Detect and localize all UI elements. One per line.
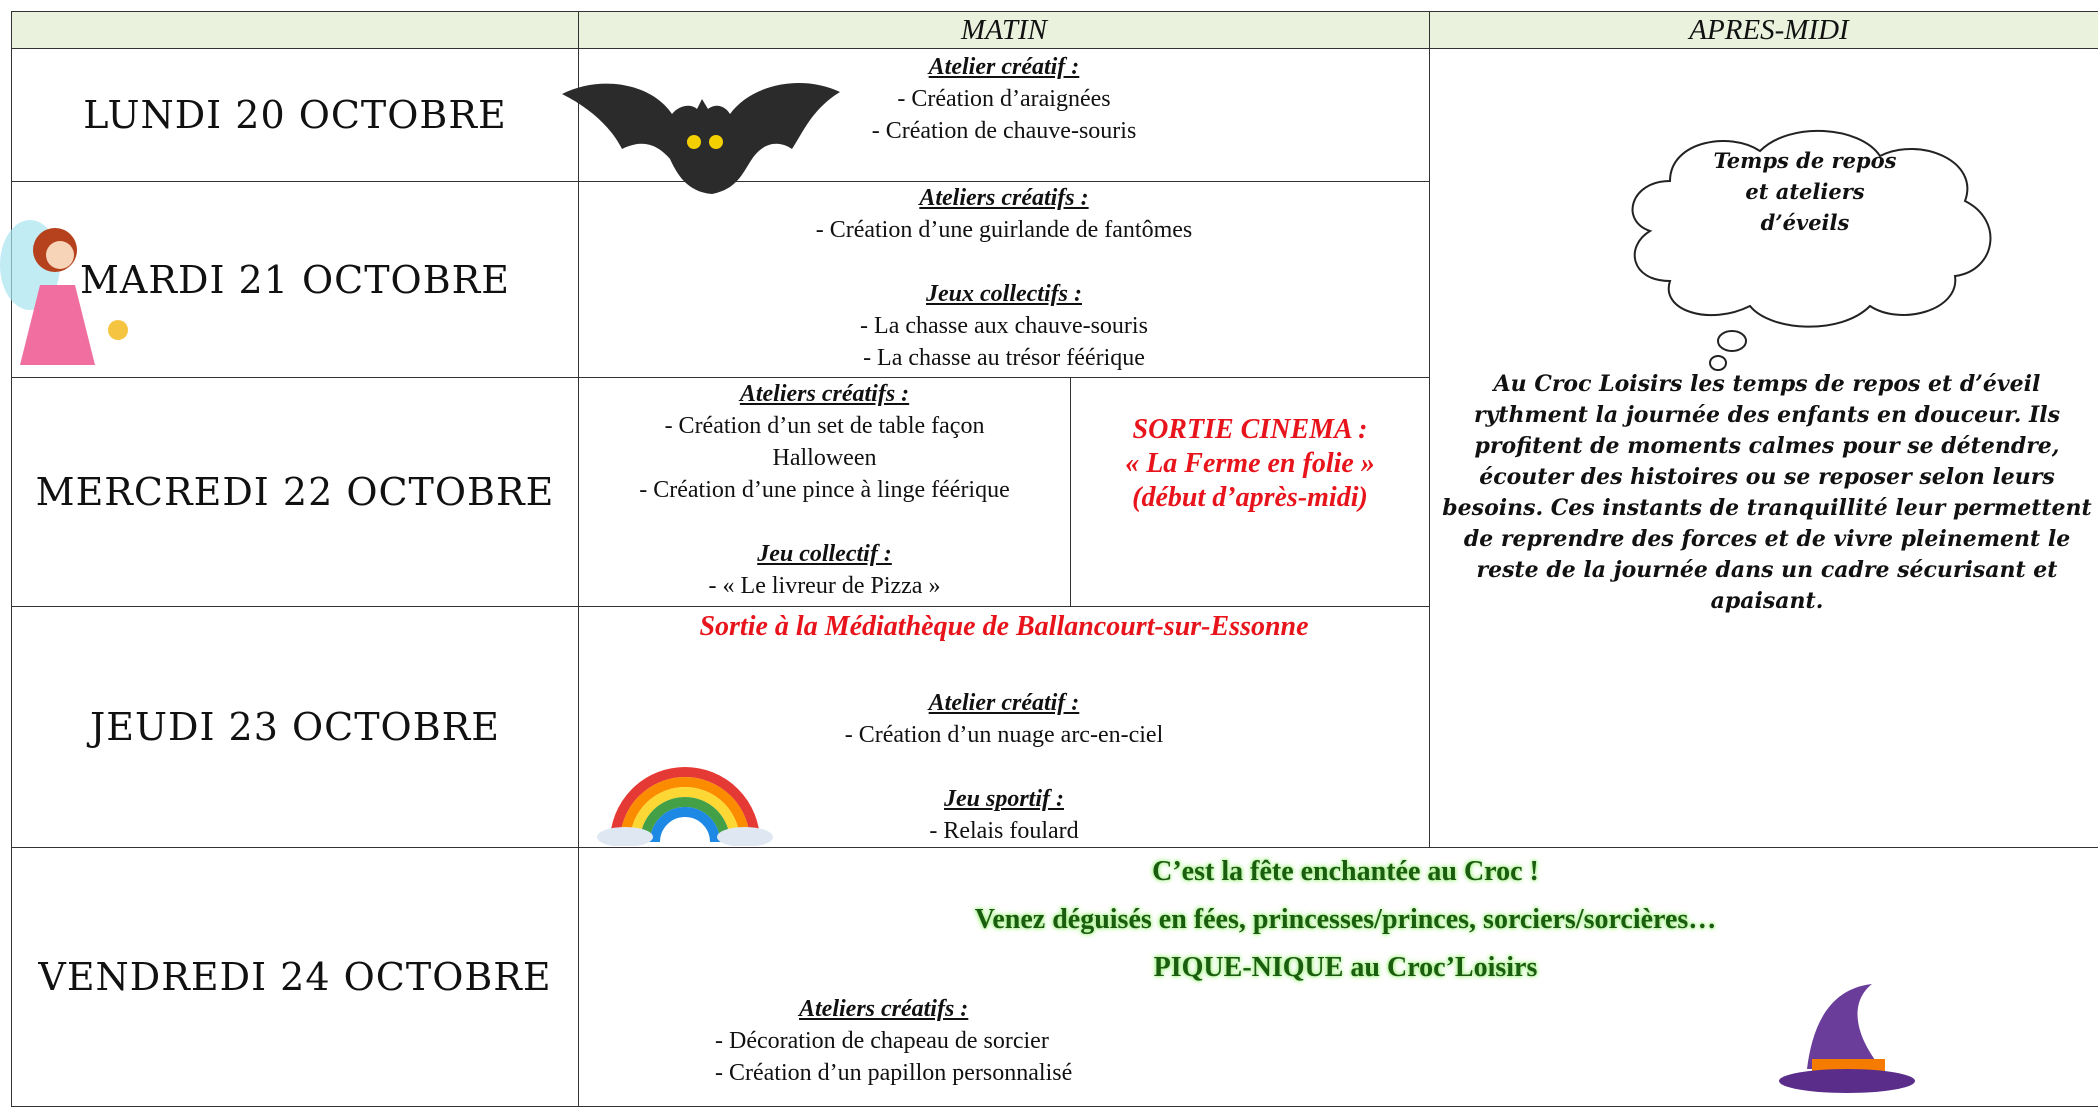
header-blank bbox=[11, 11, 579, 49]
heading: Jeu collectif : bbox=[757, 541, 892, 567]
bat-image bbox=[562, 83, 840, 194]
block: Ateliers créatifs : - Création d’un set d… bbox=[639, 378, 1010, 506]
header-matin: MATIN bbox=[578, 11, 1430, 49]
afternoon-text: Au Croc Loisirs les temps de repos et d’… bbox=[1442, 371, 2092, 614]
banner-line: Venez déguisés en fées, princesses/princ… bbox=[974, 904, 1717, 935]
block: Atelier créatif : - Création d’araignées -… bbox=[872, 51, 1137, 147]
rainbow-image bbox=[597, 767, 773, 846]
item: - Création d’araignées bbox=[897, 86, 1111, 112]
block: Jeu collectif : - « Le livreur de Pizza » bbox=[709, 538, 941, 602]
block: Ateliers créatifs : - Création d’une guir… bbox=[816, 182, 1193, 246]
heading: Ateliers créatifs : bbox=[739, 381, 910, 407]
morning-cell: Ateliers créatifs : - Création d’une guir… bbox=[578, 181, 1430, 378]
heading: Jeux collectifs : bbox=[926, 281, 1082, 307]
block: Jeux collectifs : - La chasse aux chauve-… bbox=[860, 278, 1148, 374]
block: Atelier créatif : - Création d’un nuage a… bbox=[845, 687, 1164, 751]
block: Jeu sportif : - Relais foulard bbox=[929, 783, 1078, 847]
item: Halloween bbox=[772, 445, 877, 471]
outing-line: « La Ferme en folie » bbox=[1125, 448, 1375, 479]
banner-line: PIQUE-NIQUE au Croc’Loisirs bbox=[1153, 952, 1538, 983]
day: MERCREDI 22 OCTOBRE bbox=[11, 377, 579, 607]
day: LUNDI 20 OCTOBRE bbox=[11, 48, 579, 182]
item: - Création d’un papillon personnalisé bbox=[715, 1060, 1073, 1086]
witch-hat-image bbox=[1779, 984, 1915, 1093]
fairy-image bbox=[0, 220, 128, 365]
cloud-line: d’éveils bbox=[1760, 210, 1850, 235]
outing-line: Sortie à la Médiathèque de Ballancourt-s… bbox=[699, 611, 1309, 642]
item: - Création d’un set de table façon bbox=[664, 413, 985, 439]
outing-line: (début d’après-midi) bbox=[1132, 482, 1368, 513]
item: - Décoration de chapeau de sorcier bbox=[715, 1028, 1049, 1054]
heading: Atelier créatif : bbox=[928, 54, 1080, 80]
banner-line: C’est la fête enchantée au Croc ! bbox=[1152, 856, 1539, 887]
item: - Relais foulard bbox=[929, 818, 1079, 844]
cloud-text: Temps de repos et ateliers d’éveils bbox=[1670, 145, 1940, 238]
block: Ateliers créatifs : - Décoration de chape… bbox=[715, 993, 1072, 1089]
outing-line: SORTIE CINEMA : bbox=[1132, 414, 1368, 445]
thought-cloud bbox=[1631, 129, 1992, 371]
morning-cell: Ateliers créatifs : - Création d’un set d… bbox=[578, 377, 1071, 607]
item: - « Le livreur de Pizza » bbox=[708, 573, 941, 599]
item: - Création d’une pince à linge féérique bbox=[639, 477, 1010, 503]
banner: C’est la fête enchantée au Croc ! Venez d… bbox=[579, 848, 2098, 992]
heading: Jeu sportif : bbox=[943, 786, 1064, 812]
item: - La chasse au trésor féérique bbox=[863, 345, 1145, 371]
heading: Ateliers créatifs : bbox=[919, 185, 1089, 211]
morning-cell: Sortie à la Médiathèque de Ballancourt-s… bbox=[578, 606, 1430, 848]
day: JEUDI 23 OCTOBRE bbox=[11, 606, 579, 848]
item: - Création de chauve-souris bbox=[871, 118, 1137, 144]
item: - Création d’une guirlande de fantômes bbox=[815, 217, 1193, 243]
item: - La chasse aux chauve-souris bbox=[860, 313, 1148, 339]
cloud-line: Temps de repos bbox=[1713, 148, 1897, 173]
afternoon-cell: Temps de repos et ateliers d’éveils Au Cro… bbox=[1429, 48, 2098, 848]
item: - Création d’un nuage arc-en-ciel bbox=[844, 722, 1164, 748]
header-apres-midi: APRES-MIDI bbox=[1429, 11, 2098, 49]
day: VENDREDI 24 OCTOBRE bbox=[11, 847, 579, 1107]
outing-cell: SORTIE CINEMA : « La Ferme en folie » (déb… bbox=[1070, 377, 1430, 607]
friday-cell: C’est la fête enchantée au Croc ! Venez d… bbox=[578, 847, 2098, 1107]
heading: Ateliers créatifs : bbox=[799, 996, 969, 1022]
cloud-line: et ateliers bbox=[1745, 179, 1865, 204]
heading: Atelier créatif : bbox=[928, 690, 1080, 716]
